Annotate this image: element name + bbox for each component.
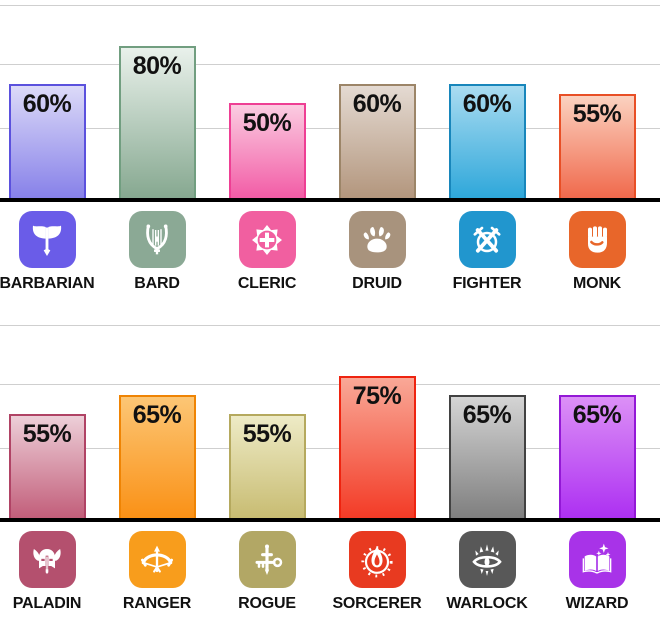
bar-monk: 55% [558, 93, 636, 198]
bar-cleric: 50% [228, 103, 306, 198]
bar-barbarian: 60% [8, 84, 86, 198]
bar-column: 55% [212, 413, 322, 518]
bar-value-label: 65% [132, 400, 182, 429]
class-icon-cell [102, 211, 212, 268]
bar-value-label: 80% [132, 52, 182, 80]
bar-value-label: 55% [22, 419, 72, 448]
fighter-crossed-swords-icon [458, 211, 516, 268]
class-label: WARLOCK [446, 595, 528, 612]
chart-section-1: 60% 80% 50% 60% 60% 55% BARBARIAN BARD CLERIC DR… [0, 0, 660, 293]
bar-value-label: 65% [572, 400, 622, 429]
icons-row [0, 531, 660, 588]
class-icon-cell [212, 531, 322, 588]
chart-section-2: 55% 65% 55% 75% 65% 65% PALADIN RANGER ROGUE SOR… [0, 320, 660, 640]
bar-bard: 80% [118, 46, 196, 198]
bar-value-label: 60% [462, 90, 512, 118]
bar-column: 60% [0, 84, 102, 198]
bar-column: 65% [542, 394, 652, 518]
plot-area: 55% 65% 55% 75% 65% 65% [0, 320, 660, 522]
bar-column: 65% [102, 394, 212, 518]
barbarian-axe-icon [18, 211, 76, 268]
druid-paw-icon [348, 211, 406, 268]
bar-value-label: 50% [242, 109, 292, 137]
plot-area: 60% 80% 50% 60% 60% 55% [0, 0, 660, 202]
bar-sorcerer: 75% [338, 375, 416, 518]
bar-value-label: 60% [22, 90, 72, 118]
class-label: WIZARD [565, 595, 629, 612]
bars-row: 60% 80% 50% 60% 60% 55% [0, 0, 652, 198]
bar-column: 80% [102, 46, 212, 198]
class-label: SORCERER [332, 595, 422, 612]
ranger-bow-icon [128, 531, 186, 588]
bar-column: 60% [322, 84, 432, 198]
class-label: ROGUE [238, 595, 296, 612]
gridline [0, 384, 660, 385]
rogue-dagger-key-icon [238, 531, 296, 588]
bar-warlock: 65% [448, 394, 526, 518]
bar-value-label: 55% [242, 419, 292, 448]
bar-rogue: 55% [228, 413, 306, 518]
class-label: FIGHTER [452, 275, 522, 292]
class-label: CLERIC [237, 275, 297, 292]
warlock-eldritch-eye-icon [458, 531, 516, 588]
bard-lyre-icon [128, 211, 186, 268]
class-label: BARBARIAN [0, 275, 95, 292]
class-icon-cell [322, 211, 432, 268]
bar-paladin: 55% [8, 413, 86, 518]
sorcerer-flame-icon [348, 531, 406, 588]
bar-column: 55% [0, 413, 102, 518]
gridline [0, 325, 660, 326]
bar-column: 55% [542, 93, 652, 198]
labels-row: PALADIN RANGER ROGUE SORCERER WARLOCK WIZARD [0, 595, 660, 613]
class-label: PALADIN [12, 595, 82, 612]
class-icon-cell [212, 211, 322, 268]
bar-column: 60% [432, 84, 542, 198]
icons-row [0, 211, 660, 268]
bar-druid: 60% [338, 84, 416, 198]
bar-value-label: 55% [572, 99, 622, 128]
labels-row: BARBARIAN BARD CLERIC DRUID FIGHTER MONK [0, 275, 660, 293]
bar-fighter: 60% [448, 84, 526, 198]
bars-row: 55% 65% 55% 75% 65% 65% [0, 320, 652, 518]
gridline [0, 128, 660, 129]
class-label: DRUID [352, 275, 402, 292]
class-icon-cell [0, 211, 102, 268]
gridline [0, 448, 660, 449]
bar-value-label: 60% [352, 90, 402, 118]
gridline [0, 64, 660, 65]
wizard-spellbook-icon [568, 531, 626, 588]
class-icon-cell [542, 531, 652, 588]
class-icon-cell [0, 531, 102, 588]
bar-ranger: 65% [118, 394, 196, 518]
cleric-holy-symbol-icon [238, 211, 296, 268]
bar-value-label: 75% [352, 381, 402, 410]
bar-column: 75% [322, 375, 432, 518]
monk-fist-icon [568, 211, 626, 268]
bar-wizard: 65% [558, 394, 636, 518]
paladin-winged-helmet-icon [18, 531, 76, 588]
bar-value-label: 65% [462, 400, 512, 429]
bar-column: 65% [432, 394, 542, 518]
class-label: RANGER [122, 595, 192, 612]
class-label: BARD [134, 275, 180, 292]
class-label: MONK [572, 275, 622, 292]
class-icon-cell [432, 211, 542, 268]
class-icon-cell [102, 531, 212, 588]
gridline [0, 5, 660, 6]
class-icon-cell [432, 531, 542, 588]
bar-column: 50% [212, 103, 322, 198]
class-icon-cell [322, 531, 432, 588]
class-icon-cell [542, 211, 652, 268]
